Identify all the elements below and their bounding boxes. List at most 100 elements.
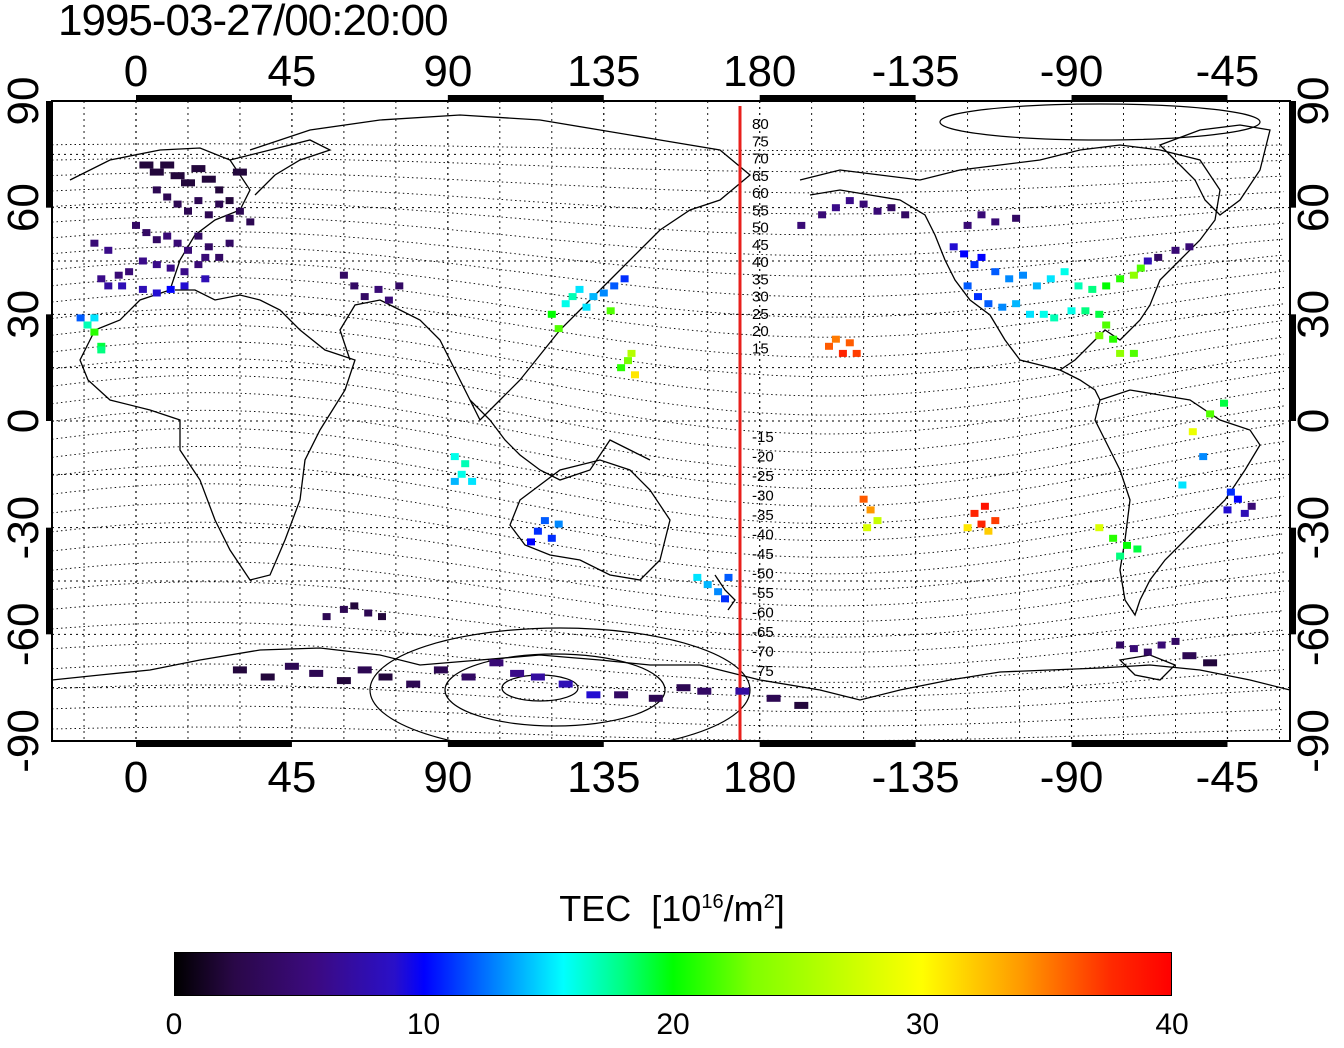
tec-point bbox=[1060, 268, 1069, 276]
tec-point bbox=[859, 200, 868, 208]
tec-point bbox=[1129, 645, 1138, 653]
tec-point bbox=[138, 257, 147, 265]
tec-point bbox=[980, 502, 989, 510]
tec-point bbox=[163, 232, 172, 240]
tec-point bbox=[1226, 488, 1235, 496]
contour-label: 25 bbox=[752, 306, 769, 323]
lat-label-right: 90 bbox=[1289, 77, 1338, 126]
lon-label-top: 45 bbox=[267, 47, 316, 96]
tec-point bbox=[336, 677, 351, 685]
tec-point bbox=[620, 275, 629, 283]
tec-point bbox=[357, 666, 372, 674]
tec-point bbox=[1081, 307, 1090, 315]
lon-label-top: 0 bbox=[124, 47, 148, 96]
tec-point bbox=[547, 310, 556, 318]
tec-point bbox=[194, 232, 203, 240]
tec-point bbox=[149, 168, 164, 176]
tec-point bbox=[693, 573, 702, 581]
tec-point bbox=[949, 243, 958, 251]
tec-point bbox=[225, 239, 234, 247]
lat-label-right: 60 bbox=[1289, 183, 1338, 232]
tec-point bbox=[1019, 271, 1027, 279]
contour-label: 50 bbox=[752, 220, 769, 237]
tec-point bbox=[963, 221, 972, 229]
tec-point bbox=[118, 282, 127, 290]
tec-point bbox=[76, 314, 85, 322]
tec-point bbox=[180, 282, 189, 290]
map-frame bbox=[46, 95, 1296, 747]
colorbar-title: TEC [1016/m2] bbox=[559, 888, 785, 929]
tec-point bbox=[1185, 243, 1194, 251]
tec-point bbox=[825, 342, 833, 350]
tec-point bbox=[1095, 310, 1104, 318]
tec-point bbox=[530, 673, 545, 681]
tec-point bbox=[1247, 502, 1256, 510]
tec-point bbox=[173, 239, 182, 247]
lat-label-right: -90 bbox=[1289, 709, 1338, 773]
tec-point bbox=[232, 168, 247, 176]
contour-label: 55 bbox=[752, 202, 769, 219]
tec-point bbox=[181, 179, 195, 187]
tec-point bbox=[766, 694, 781, 702]
graticule-grid bbox=[52, 101, 1290, 741]
tec-point bbox=[540, 517, 549, 525]
tec-point bbox=[173, 200, 182, 208]
tec-point bbox=[1157, 641, 1166, 649]
tec-point bbox=[1050, 314, 1059, 322]
tec-point bbox=[204, 211, 213, 219]
tec-point bbox=[215, 200, 224, 208]
tec-point bbox=[724, 573, 733, 581]
tec-point bbox=[215, 253, 224, 261]
tec-point bbox=[461, 673, 476, 681]
tec-point bbox=[735, 687, 750, 695]
tec-point bbox=[554, 520, 563, 528]
tec-point bbox=[1046, 275, 1055, 283]
tec-point bbox=[132, 221, 140, 229]
tec-point bbox=[322, 613, 331, 621]
tec-point bbox=[1102, 282, 1111, 290]
colorbar-tick-label: 40 bbox=[1155, 1008, 1189, 1041]
tec-point bbox=[1102, 321, 1111, 329]
lat-label-left: -60 bbox=[0, 603, 48, 667]
tec-point bbox=[184, 246, 192, 254]
tec-point bbox=[873, 207, 882, 215]
tec-point bbox=[1095, 524, 1104, 532]
colorbar-tick-label: 20 bbox=[656, 1008, 690, 1041]
tec-point bbox=[1171, 246, 1180, 254]
lon-label-bottom: -135 bbox=[872, 753, 960, 802]
tec-point bbox=[83, 321, 92, 329]
tec-point bbox=[963, 282, 972, 290]
tec-point bbox=[384, 296, 393, 304]
tec-point bbox=[977, 520, 986, 528]
tec-point bbox=[554, 325, 563, 333]
contour-label: 65 bbox=[752, 168, 769, 185]
tec-point bbox=[152, 261, 161, 269]
tec-point bbox=[204, 243, 213, 251]
lon-label-bottom: 180 bbox=[723, 753, 796, 802]
tec-point bbox=[1026, 310, 1034, 318]
tec-point bbox=[395, 282, 404, 290]
tec-point bbox=[1109, 534, 1118, 542]
tec-point bbox=[97, 275, 106, 283]
coastlines bbox=[52, 114, 1290, 701]
lon-label-bottom: 45 bbox=[267, 753, 316, 802]
tec-point bbox=[225, 197, 234, 205]
tec-data-points bbox=[76, 161, 1256, 709]
tec-point bbox=[457, 470, 466, 478]
tec-point bbox=[721, 595, 729, 603]
lat-label-left: -90 bbox=[0, 709, 48, 773]
contour-label: 15 bbox=[752, 340, 769, 357]
tec-point bbox=[201, 253, 210, 261]
tec-point bbox=[606, 307, 615, 315]
lon-label-top: -135 bbox=[872, 47, 960, 96]
lat-label-right: 30 bbox=[1289, 290, 1338, 339]
tec-point bbox=[547, 534, 556, 542]
tec-point bbox=[887, 204, 896, 212]
contour-label: -75 bbox=[752, 663, 774, 680]
lon-label-top: -45 bbox=[1196, 47, 1260, 96]
contour-label: 70 bbox=[752, 151, 769, 168]
tec-point bbox=[1088, 285, 1097, 293]
tec-point bbox=[235, 207, 244, 215]
tec-point bbox=[703, 581, 712, 589]
